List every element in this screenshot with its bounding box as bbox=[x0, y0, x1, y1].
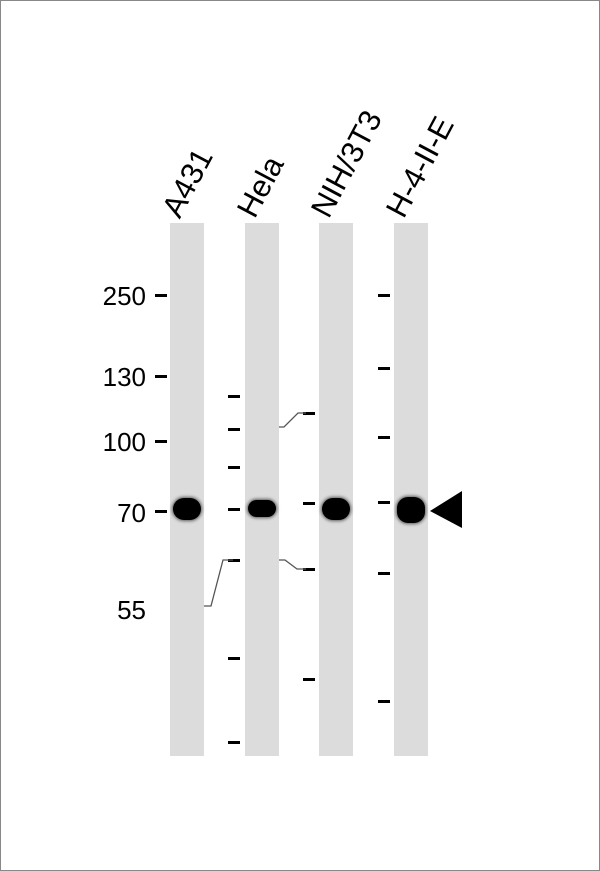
lane-nih3t3 bbox=[319, 223, 353, 756]
lane-hela bbox=[245, 223, 279, 756]
band bbox=[248, 500, 276, 517]
marker-100: 100 bbox=[102, 427, 146, 457]
lane-h4iie bbox=[394, 223, 428, 756]
arrowhead-icon bbox=[430, 491, 462, 528]
band bbox=[173, 498, 201, 520]
band bbox=[397, 497, 425, 523]
marker-250: 250 bbox=[102, 281, 146, 311]
marker-130: 130 bbox=[102, 362, 146, 392]
band bbox=[322, 498, 350, 520]
marker-70: 70 bbox=[117, 498, 146, 528]
marker-55: 55 bbox=[117, 595, 146, 625]
lane-a431 bbox=[170, 223, 204, 756]
